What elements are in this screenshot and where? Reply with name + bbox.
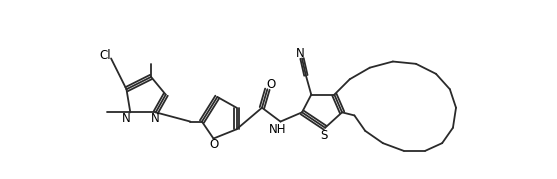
Text: NH: NH — [268, 123, 286, 136]
Text: S: S — [320, 129, 328, 142]
Text: O: O — [209, 138, 219, 151]
Text: N: N — [152, 112, 160, 125]
Text: N: N — [296, 47, 305, 60]
Text: O: O — [267, 78, 276, 91]
Text: Cl: Cl — [99, 49, 111, 62]
Text: N: N — [122, 112, 131, 125]
